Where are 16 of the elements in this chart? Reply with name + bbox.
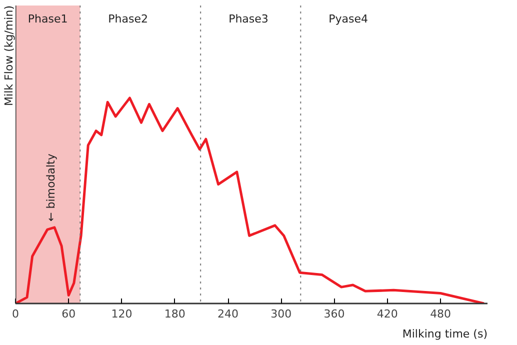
annotation: ← bimodalty (44, 153, 58, 222)
x-tick-label: 300 (270, 308, 292, 320)
ref-line-label: Phase2 (108, 12, 148, 26)
x-axis-title: Milking time (s) (402, 328, 488, 340)
y-axis-title: Milk Flow (kg/min) (2, 5, 16, 106)
x-tick-label: 420 (376, 308, 398, 320)
x-tick-label: 240 (218, 308, 239, 320)
ref-line-label: Phase3 (228, 12, 268, 26)
ref-line-label: Pyase4 (328, 12, 368, 26)
x-tick-label: 120 (111, 308, 132, 320)
x-tick-label: 480 (430, 308, 452, 320)
x-tick-label: 0 (12, 308, 19, 320)
x-tick-label: 360 (324, 308, 345, 320)
band-label: Phase1 (28, 12, 68, 26)
x-tick-label: 180 (164, 308, 186, 320)
x-tick-label: 60 (62, 308, 76, 320)
